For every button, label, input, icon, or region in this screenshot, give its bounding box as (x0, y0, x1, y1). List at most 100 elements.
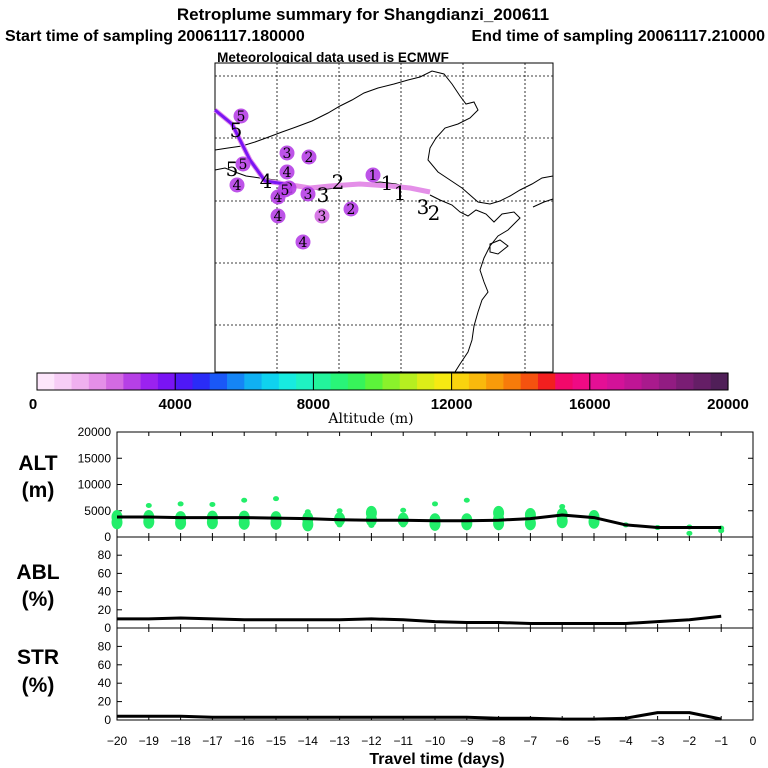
x-tick-label: −19 (139, 734, 160, 748)
altitude-scatter-point (177, 501, 184, 507)
altitude-scatter-point (241, 497, 248, 503)
colorbar-cell (572, 373, 591, 390)
panel-frame (116, 627, 754, 721)
trajectory-dot-marker (279, 164, 295, 180)
trajectory-dot-marker (343, 201, 359, 217)
colorbar-tick-label: 8000 (297, 396, 330, 413)
trajectory-day-label: 3 (317, 183, 330, 207)
altitude-scatter-point (145, 503, 152, 508)
panel-label: ALT (18, 452, 57, 475)
colorbar-cell (468, 373, 487, 390)
altitude-scatter-point (368, 522, 375, 528)
trajectory-dot-label: 3 (304, 187, 313, 203)
figure-title: Retroplume summary for Shangdianzi_20061… (177, 5, 549, 24)
colorbar-cell (347, 373, 366, 390)
x-tick-label: −20 (107, 734, 128, 748)
trajectory-day-label: 3 (417, 195, 430, 219)
altitude-scatter-point (400, 522, 407, 528)
trajectory-dot-marker (229, 177, 245, 193)
map-graticule (215, 63, 553, 372)
x-tick-label: −1 (714, 734, 728, 748)
map-frame (214, 62, 554, 373)
altitude-scatter-point (463, 497, 470, 503)
trajectory-dot-label: 4 (274, 190, 283, 206)
series-line-alt (117, 513, 722, 529)
trajectory-dot-label: 3 (318, 209, 327, 225)
colorbar-tick-label: 20000 (707, 396, 749, 413)
x-tick-label: −3 (651, 734, 665, 748)
altitude-scatter-point (238, 515, 250, 530)
trajectory-dot-marker (314, 208, 330, 224)
x-tick-label: −15 (266, 734, 287, 748)
colorbar-cell (365, 373, 384, 390)
colorbar-ticks: 0 4000 8000 12000 16000 20000 (29, 373, 749, 413)
met-data-label: Meteorological data used is ECMWF (217, 50, 449, 65)
colorbar-cell (537, 373, 556, 390)
colorbar-cell (451, 373, 470, 390)
colorbar-cell (693, 373, 712, 390)
trajectory-dot-marker (233, 108, 249, 124)
colorbar-cell (157, 373, 176, 390)
colorbar-cell (244, 373, 263, 390)
altitude-scatter-point (556, 514, 568, 529)
colorbar-cell (710, 373, 729, 390)
y-tick-label: 5000 (84, 504, 111, 518)
altitude-scatter-point (336, 508, 343, 514)
colorbar-cell (607, 373, 625, 390)
x-tick-label: −10 (425, 734, 446, 748)
colorbar-cell (175, 373, 194, 390)
trajectory-map: 553255444243321113254324 (213, 62, 554, 373)
altitude-scatter-point (429, 516, 441, 531)
altitude-scatter-point (336, 522, 343, 528)
y-tick-label: 60 (98, 658, 112, 672)
trajectory-dot-marker (365, 167, 381, 183)
colorbar-cell (417, 373, 435, 390)
trajectory-day-label: 5 (230, 118, 243, 142)
colorbar-cell (209, 373, 228, 390)
x-tick-label: −12 (361, 734, 382, 748)
panel-label: ABL (16, 561, 59, 584)
trajectory-dot-label: 1 (369, 168, 378, 184)
panel-abl: 0 20 40 60 80 ABL (%) (16, 536, 754, 635)
trajectory-dot-label: 4 (233, 178, 242, 194)
colorbar-cell (71, 373, 90, 390)
altitude-scatter-point (175, 515, 187, 530)
trajectory-dot-marker (270, 208, 286, 224)
trajectory-dot-label: 4 (283, 165, 292, 181)
x-tick-label: −2 (683, 734, 697, 748)
panel-alt: 0 5000 10000 15000 20000 ALT (m) (18, 425, 754, 544)
altitude-scatter-point (111, 515, 123, 530)
trajectory-dot-label: 4 (299, 235, 308, 251)
colorbar-cell (641, 373, 660, 390)
x-tick-label: −17 (202, 734, 223, 748)
colorbar-tick-label: 0 (29, 396, 37, 413)
altitude-scatter-point (304, 509, 311, 515)
trajectory-dot-label: 5 (239, 157, 248, 173)
y-tick-label: 40 (98, 676, 112, 690)
altitude-scatter-point (686, 530, 693, 536)
trajectory-day-label: 4 (260, 169, 273, 193)
y-tick-label: 80 (98, 548, 112, 562)
time-series-panels: 0 5000 10000 15000 20000 ALT (m) 0 20 40 60 80 ABL (%… (16, 425, 756, 748)
colorbar-cell (330, 373, 349, 390)
trajectory-day-label: 2 (332, 170, 345, 194)
trajectory-dot-marker (279, 145, 295, 161)
x-tick-label: −18 (170, 734, 191, 748)
series-line-abl (117, 614, 722, 625)
colorbar-cell (434, 373, 453, 390)
trajectory-markers: 553255444243321113254324 (226, 108, 440, 251)
colorbar-cell (676, 373, 695, 390)
colorbar-cell (106, 373, 124, 390)
x-tick-label: −7 (524, 734, 538, 748)
x-tick-label: −9 (460, 734, 474, 748)
y-tick-label: 10000 (78, 478, 112, 492)
trajectory-upper-segment (214, 108, 286, 186)
x-tick-label: −11 (393, 734, 413, 748)
trajectory-dot-label: 5 (281, 183, 290, 199)
trajectory-day-label: 5 (226, 157, 239, 181)
x-tick-label: 0 (750, 734, 757, 748)
colorbar-cell (227, 373, 245, 390)
y-tick-label: 0 (104, 621, 111, 635)
colorbar-cell (486, 373, 505, 390)
